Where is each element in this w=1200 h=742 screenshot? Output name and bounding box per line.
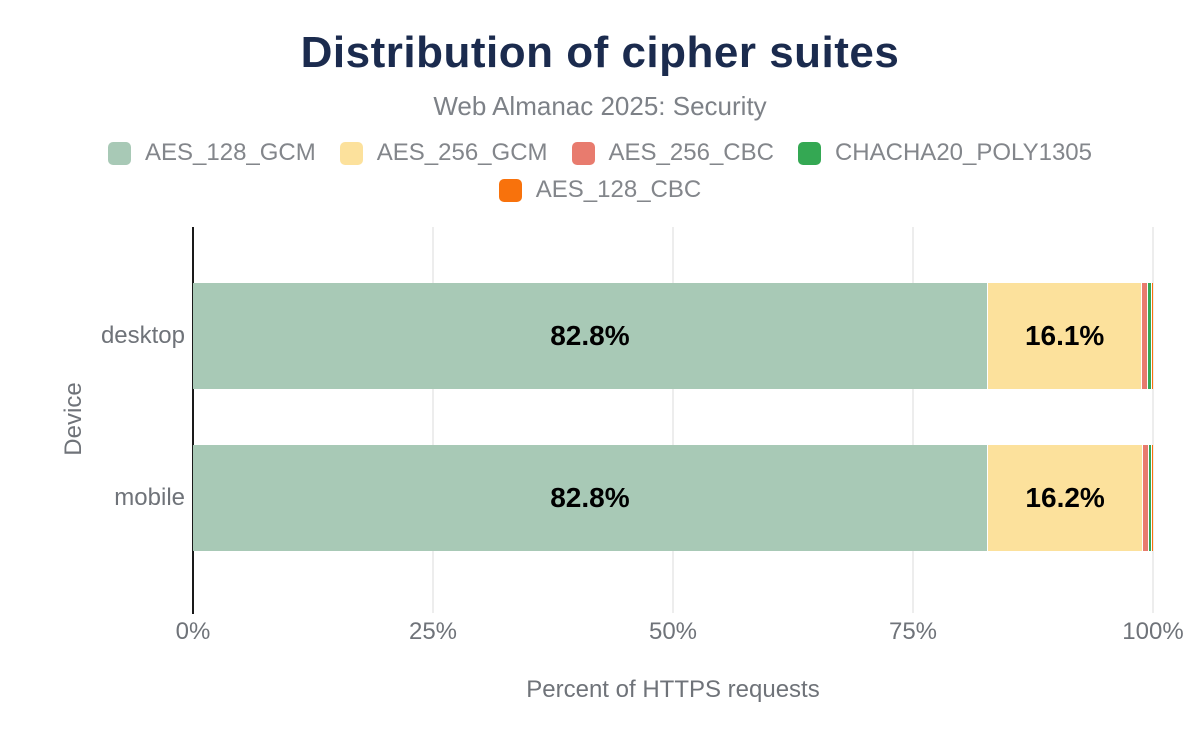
bar-segment-desktop-AES_256_CBC[interactable] (1142, 283, 1149, 389)
bar-segment-desktop-CHACHA20_POLY1305[interactable] (1148, 283, 1152, 389)
plot-area: 82.8% 16.1% 82.8% 16.2% (192, 227, 1154, 614)
legend-item-AES_128_GCM[interactable]: AES_128_GCM (108, 138, 316, 168)
legend-swatch (108, 141, 131, 165)
bar-segment-desktop-AES_256_GCM[interactable]: 16.1% (987, 283, 1143, 389)
legend-label: AES_256_GCM (376, 139, 548, 166)
bar-segment-mobile-AES_128_CBC[interactable] (1152, 445, 1153, 551)
category-label-desktop: desktop (100, 322, 185, 349)
category-label-mobile: mobile (114, 484, 185, 511)
legend-label: AES_256_CBC (608, 139, 774, 166)
bar-row-desktop: 82.8% 16.1% (193, 283, 1153, 389)
bar-segment-label: 82.8% (550, 320, 630, 351)
x-axis-tick-zero (192, 605, 194, 614)
x-tick-label-50%: 50% (648, 618, 698, 645)
bar-segment-mobile-CHACHA20_POLY1305[interactable] (1149, 445, 1153, 551)
bar-segment-desktop-AES_128_GCM[interactable]: 82.8% (193, 283, 988, 389)
bar-segment-label: 16.1% (1024, 320, 1105, 351)
legend-label: AES_128_GCM (145, 139, 316, 166)
legend-item-AES_256_GCM[interactable]: AES_256_GCM (339, 138, 548, 168)
legend-item-CHACHA20_POLY1305[interactable]: CHACHA20_POLY1305 (797, 138, 1092, 168)
bar-segment-mobile-AES_256_CBC[interactable] (1143, 445, 1150, 551)
gridline-75% (912, 227, 914, 613)
x-tick-label-100%: 100% (1122, 618, 1184, 645)
bar-segment-desktop-AES_128_CBC[interactable] (1152, 283, 1153, 389)
chart-subtitle: Web Almanac 2025: Security (433, 91, 767, 121)
bar-segment-label: 82.8% (550, 482, 630, 513)
gridline-25% (432, 227, 434, 613)
legend-item-AES_128_CBC[interactable]: AES_128_CBC (498, 175, 702, 205)
legend-swatch (498, 178, 522, 202)
legend-item-AES_256_CBC[interactable]: AES_256_CBC (571, 138, 774, 168)
gridline-50% (672, 227, 674, 613)
x-tick-label-75%: 75% (888, 618, 938, 645)
gridline-100% (1152, 227, 1154, 613)
legend-swatch (571, 141, 595, 165)
x-tick-label-0%: 0% (175, 618, 211, 645)
legend-label: CHACHA20_POLY1305 (834, 139, 1092, 166)
bar-segment-mobile-AES_256_GCM[interactable]: 16.2% (987, 445, 1144, 551)
bar-segment-label: 16.2% (1025, 482, 1105, 513)
legend-swatch (797, 141, 821, 165)
y-axis-title: Device (60, 382, 87, 456)
x-axis-title: Percent of HTTPS requests (526, 676, 820, 703)
chart-title: Distribution of cipher suites (300, 28, 900, 77)
legend: AES_128_GCM AES_256_GCM AES_256_CBC CHACHA2… (60, 138, 1140, 205)
legend-label: AES_128_CBC (535, 176, 702, 203)
bar-segment-mobile-AES_128_GCM[interactable]: 82.8% (193, 445, 988, 551)
legend-swatch (339, 141, 363, 165)
y-axis-line (192, 227, 194, 605)
bar-row-mobile: 82.8% 16.2% (193, 445, 1153, 551)
x-tick-label-25%: 25% (408, 618, 458, 645)
